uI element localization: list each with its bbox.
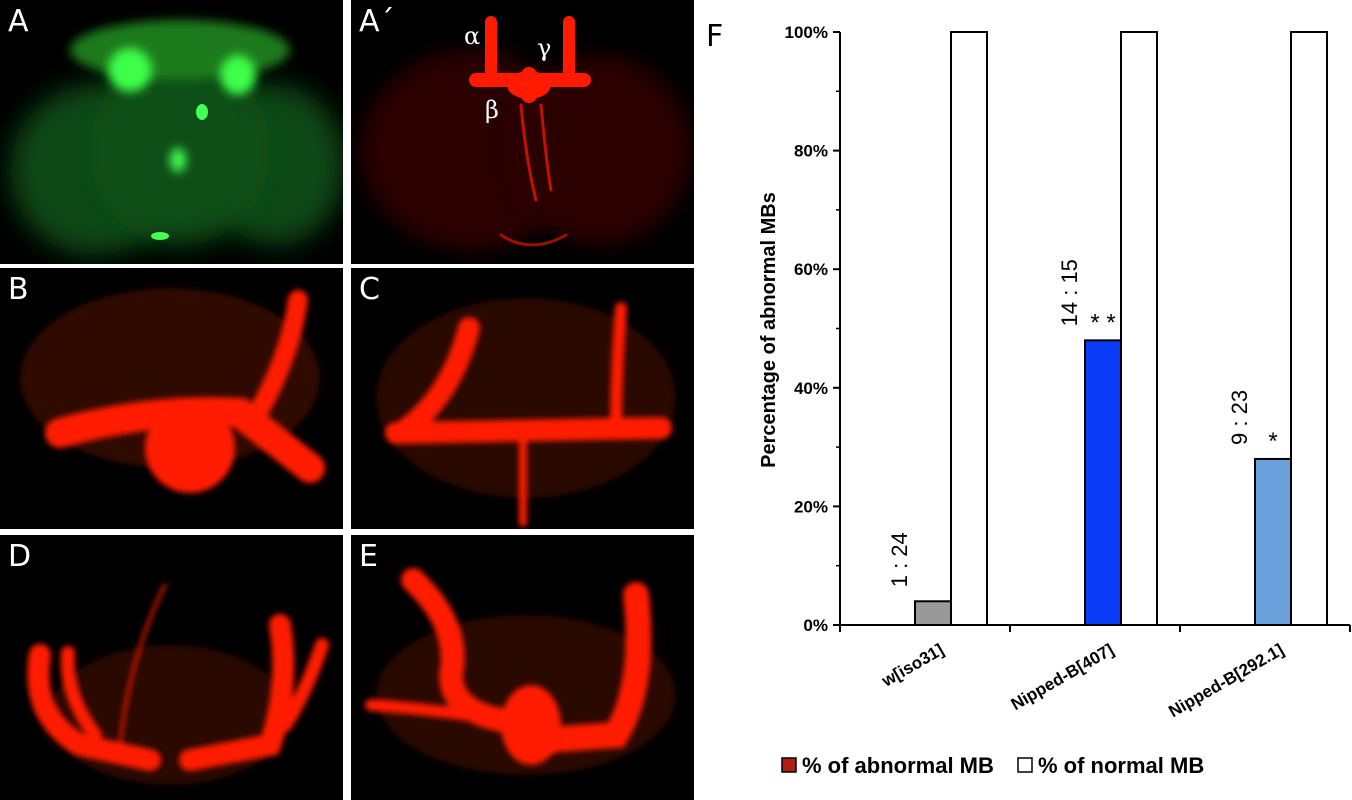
panel-f-label: F [706, 19, 723, 54]
bar-abnormal [1254, 457, 1292, 626]
panel-a-prime: A´ α γ β [351, 0, 694, 264]
legend-entry: % of normal MB [1038, 753, 1204, 778]
gamma-label: γ [537, 34, 552, 62]
significance-label: * * [1090, 309, 1115, 336]
panel-f-chart: F Percentage of abnormal MBs 0% 20% 40% 60%… [706, 19, 1351, 778]
y-tick-label: 40% [794, 379, 828, 398]
panel-c: C [351, 268, 694, 529]
y-tick-label: 20% [794, 497, 828, 516]
beta-label: β [485, 96, 499, 124]
y-tick-label: 60% [794, 260, 828, 279]
panel-c-label: C [359, 272, 380, 307]
bar-abnormal [1084, 339, 1122, 626]
panel-a-prime-image [361, 16, 691, 250]
y-tick-label: 100% [785, 23, 828, 42]
panel-d-label: D [8, 539, 32, 574]
legend-swatch [781, 757, 797, 773]
panel-a: A [0, 0, 343, 264]
legend-entry: % of abnormal MB [802, 753, 994, 778]
panel-e-image [365, 568, 676, 775]
panel-a-label: A [8, 4, 29, 39]
panel-b-image [20, 288, 325, 493]
panel-b: B [0, 268, 343, 529]
panel-a-prime-label: A´ [359, 4, 395, 39]
bar-abnormal [914, 600, 952, 627]
ratio-label: 9 : 23 [1227, 390, 1252, 445]
y-tick-label: 80% [794, 142, 828, 161]
panel-b-label: B [8, 272, 29, 307]
legend-swatch [1017, 757, 1033, 773]
ratio-label: 1 : 24 [887, 532, 912, 587]
panel-c-image [376, 298, 676, 527]
panel-e-label: E [359, 539, 378, 574]
panel-e: E [351, 535, 694, 800]
alpha-label: α [464, 22, 481, 50]
bar-normal [1290, 31, 1328, 626]
bar-normal [1120, 31, 1158, 626]
x-tick-label: Nipped-B[407] [1008, 640, 1117, 714]
x-tick-label: Nipped-B[292.1] [1165, 640, 1287, 721]
y-axis-label: Percentage of abnormal MBs [758, 192, 780, 468]
significance-label: * [1268, 428, 1277, 455]
bar-normal [950, 31, 988, 626]
y-tick-label: 0% [803, 616, 828, 635]
panel-d-image [27, 583, 329, 785]
ratio-label: 14 : 15 [1057, 259, 1082, 326]
panel-d: D [0, 535, 343, 800]
x-tick-label: w[iso31] [878, 640, 947, 691]
panel-a-image [10, 20, 343, 255]
